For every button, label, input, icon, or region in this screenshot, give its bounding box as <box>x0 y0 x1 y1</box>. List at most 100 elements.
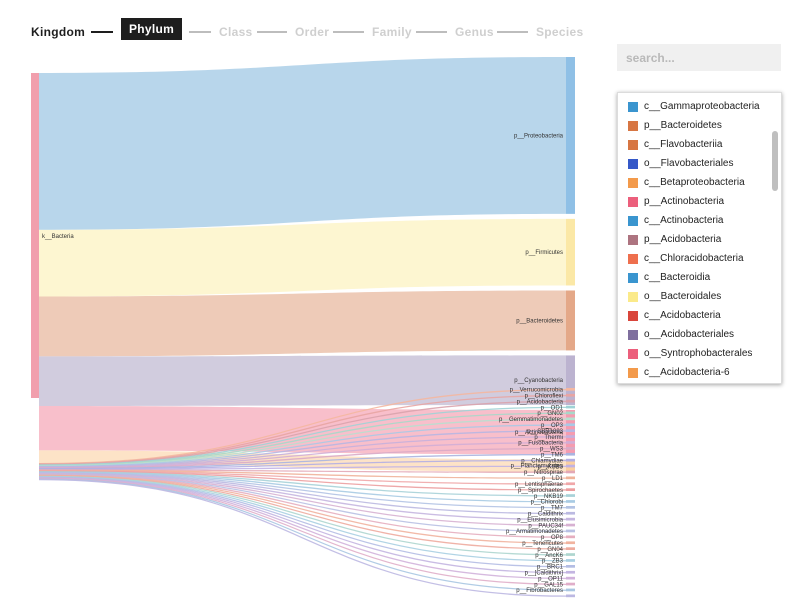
legend-item[interactable]: o__Syntrophobacterales <box>618 344 768 363</box>
sankey-link[interactable] <box>39 474 566 544</box>
sankey-link[interactable] <box>39 469 566 479</box>
sankey-node[interactable] <box>566 464 575 468</box>
sankey-link[interactable] <box>39 472 566 521</box>
sankey-link[interactable] <box>39 476 566 568</box>
legend-item[interactable]: o__Acidobacteriales <box>618 325 768 344</box>
sankey-node[interactable] <box>566 529 575 533</box>
sankey-node[interactable] <box>566 559 575 562</box>
sankey-link[interactable] <box>39 465 566 471</box>
sankey-link[interactable] <box>39 394 566 465</box>
search-input[interactable] <box>617 44 781 71</box>
sankey-node[interactable] <box>566 482 575 486</box>
sankey-link[interactable] <box>39 436 566 468</box>
sankey-node[interactable] <box>566 452 575 456</box>
sankey-link[interactable] <box>39 442 566 469</box>
sankey-link[interactable] <box>39 389 566 465</box>
sankey-node[interactable] <box>566 565 575 568</box>
legend-item[interactable]: p__Actinobacteria <box>618 192 768 211</box>
sankey-node[interactable] <box>566 582 575 586</box>
sankey-node[interactable] <box>566 399 575 403</box>
sankey-node[interactable] <box>566 506 575 509</box>
sankey-node[interactable] <box>566 517 575 521</box>
sankey-link[interactable] <box>39 424 566 468</box>
legend-item[interactable]: c__Chloracidobacteria <box>618 249 768 268</box>
sankey-link[interactable] <box>39 470 566 491</box>
sankey-node[interactable] <box>566 500 575 503</box>
breadcrumb-kingdom[interactable]: Kingdom <box>31 25 86 39</box>
sankey-link[interactable] <box>39 476 566 562</box>
sankey-link[interactable] <box>39 477 566 580</box>
sankey-node[interactable] <box>566 541 575 545</box>
sankey-node-source[interactable] <box>31 73 39 398</box>
sankey-link[interactable] <box>39 400 566 466</box>
sankey-link[interactable] <box>39 473 566 532</box>
sankey-link[interactable] <box>39 477 566 585</box>
sankey-node[interactable] <box>566 488 575 491</box>
sankey-node[interactable] <box>566 417 575 421</box>
legend-item[interactable]: o__Flavobacteriales <box>618 154 768 173</box>
breadcrumb-phylum[interactable]: Phylum <box>121 18 183 40</box>
legend-item[interactable]: c__Actinobacteria <box>618 211 768 230</box>
sankey-link[interactable] <box>39 453 566 470</box>
sankey-link[interactable] <box>39 57 566 230</box>
sankey-node[interactable] <box>566 447 575 450</box>
sankey-link[interactable] <box>39 218 566 297</box>
sankey-link[interactable] <box>39 471 566 497</box>
sankey-node[interactable] <box>566 57 575 214</box>
legend-item[interactable]: c__Acidobacteria <box>618 306 768 325</box>
legend-scrollbar[interactable] <box>772 97 778 379</box>
legend-item[interactable]: p__Bacteroidetes <box>618 116 768 135</box>
sankey-node[interactable] <box>566 523 575 527</box>
legend-item[interactable]: c__Flavobacteriia <box>618 135 768 154</box>
sankey-link[interactable] <box>39 477 566 574</box>
legend-scrollbar-thumb[interactable] <box>772 131 778 191</box>
breadcrumb-genus[interactable]: Genus <box>455 25 494 39</box>
breadcrumb-species[interactable]: Species <box>536 25 584 39</box>
sankey-node[interactable] <box>566 588 575 592</box>
sankey-link[interactable] <box>39 290 566 357</box>
sankey-link[interactable] <box>39 475 566 556</box>
sankey-link[interactable] <box>39 470 566 485</box>
sankey-link[interactable] <box>39 412 566 467</box>
sankey-link[interactable] <box>39 472 566 515</box>
sankey-node[interactable] <box>566 410 575 455</box>
sankey-link[interactable] <box>39 474 566 538</box>
sankey-node[interactable] <box>566 388 575 391</box>
sankey-node[interactable] <box>566 435 575 438</box>
sankey-node[interactable] <box>566 576 575 580</box>
sankey-link[interactable] <box>39 459 566 470</box>
sankey-node[interactable] <box>566 470 575 474</box>
sankey-node[interactable] <box>566 458 575 462</box>
sankey-link[interactable] <box>39 355 566 406</box>
sankey-link[interactable] <box>39 478 566 591</box>
sankey-node[interactable] <box>566 290 575 351</box>
legend-item[interactable]: c__Acidobacteria-6 <box>618 363 768 382</box>
sankey-node[interactable] <box>566 553 575 556</box>
sankey-node[interactable] <box>566 423 575 427</box>
sankey-node[interactable] <box>566 441 575 444</box>
sankey-node[interactable] <box>566 218 575 286</box>
sankey-node[interactable] <box>566 411 575 415</box>
legend-item[interactable]: c__Gammaproteobacteria <box>618 97 768 116</box>
sankey-link[interactable] <box>39 448 566 469</box>
sankey-link[interactable] <box>39 406 566 466</box>
sankey-link[interactable] <box>39 475 566 550</box>
sankey-node[interactable] <box>566 393 575 397</box>
sankey-link[interactable] <box>39 473 566 526</box>
legend-item[interactable]: o__Bacteroidales <box>618 287 768 306</box>
sankey-node[interactable] <box>566 476 575 480</box>
legend-item[interactable]: c__Betaproteobacteria <box>618 173 768 192</box>
legend-item[interactable]: p__Acidobacteria <box>618 230 768 249</box>
sankey-node[interactable] <box>566 594 575 598</box>
sankey-node[interactable] <box>566 535 575 539</box>
breadcrumb-class[interactable]: Class <box>219 25 253 39</box>
sankey-node[interactable] <box>566 355 575 405</box>
sankey-node[interactable] <box>566 405 575 409</box>
sankey-link[interactable] <box>39 471 566 503</box>
sankey-link[interactable] <box>39 430 566 468</box>
breadcrumb-order[interactable]: Order <box>295 25 330 39</box>
sankey-node[interactable] <box>566 511 575 515</box>
legend-item[interactable]: c__Bacteroidia <box>618 268 768 287</box>
sankey-link[interactable] <box>39 469 566 473</box>
breadcrumb-family[interactable]: Family <box>372 25 412 39</box>
